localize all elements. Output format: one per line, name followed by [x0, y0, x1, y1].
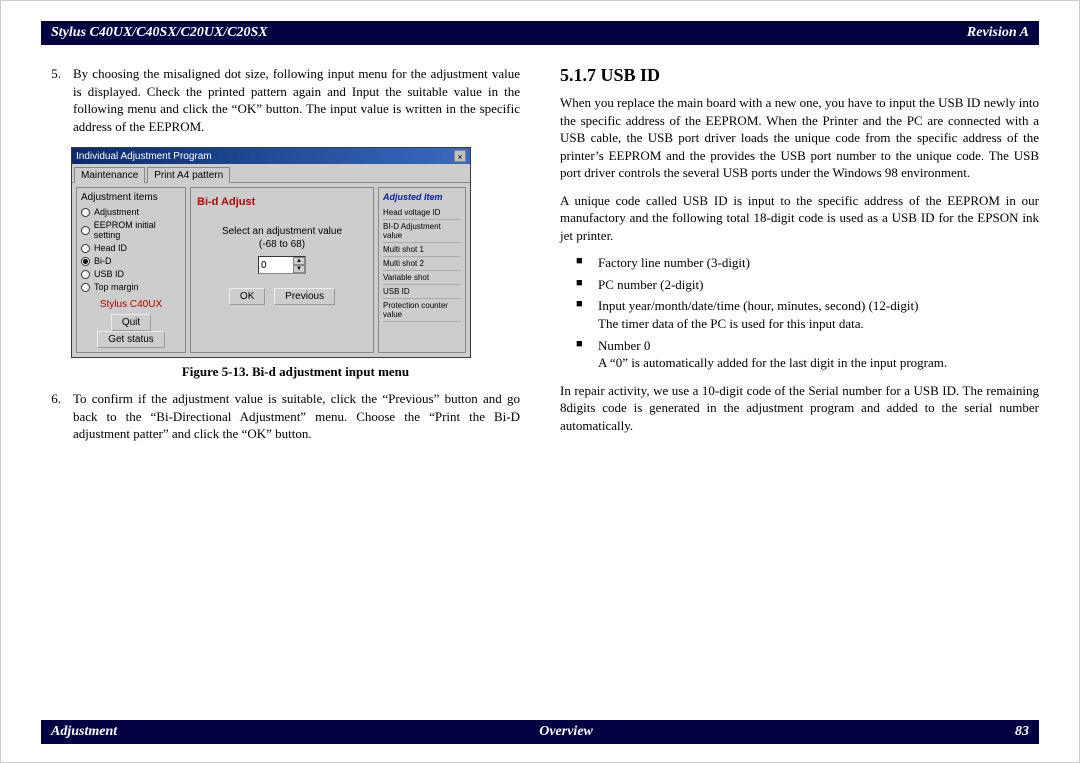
adjustment-items-label: Adjustment items — [81, 192, 181, 203]
window-body: Adjustment items Adjustment EEPROM initia… — [72, 182, 470, 357]
left-column: 5. By choosing the misaligned dot size, … — [41, 65, 526, 720]
adjustment-program-window: Individual Adjustment Program × Maintena… — [71, 147, 471, 358]
radio-icon — [81, 257, 90, 266]
list-number: 5. — [41, 65, 73, 135]
header-right: Revision A — [967, 25, 1029, 41]
radio-label: Top margin — [94, 282, 139, 292]
figure-caption: Figure 5-13. Bi-d adjustment input menu — [71, 364, 520, 380]
tab-print-a4[interactable]: Print A4 pattern — [147, 167, 230, 183]
header-bar: Stylus C40UX/C40SX/C20UX/C20SX Revision … — [41, 21, 1039, 45]
bullet-icon: ■ — [576, 254, 598, 272]
tab-maintenance[interactable]: Maintenance — [74, 167, 145, 183]
figure-5-13: Individual Adjustment Program × Maintena… — [71, 147, 520, 380]
radio-label: USB ID — [94, 269, 124, 279]
adjusted-item-row: Protection counter value — [383, 299, 461, 322]
window-title-text: Individual Adjustment Program — [76, 151, 212, 162]
adjustment-items-panel: Adjustment items Adjustment EEPROM initia… — [76, 187, 186, 353]
tab-strip: Maintenance Print A4 pattern — [72, 164, 470, 182]
radio-icon — [81, 270, 90, 279]
content-area: 5. By choosing the misaligned dot size, … — [41, 45, 1039, 720]
adjusted-item-title: Adjusted Item — [383, 192, 461, 202]
paragraph: When you replace the main board with a n… — [560, 94, 1039, 182]
bullet-item: ■PC number (2-digit) — [576, 276, 1039, 294]
list-number: 6. — [41, 390, 73, 443]
ok-button[interactable]: OK — [229, 288, 265, 305]
model-label: Stylus C40UX — [81, 299, 181, 310]
header-left: Stylus C40UX/C40SX/C20UX/C20SX — [51, 25, 268, 41]
list-item-5: 5. By choosing the misaligned dot size, … — [41, 65, 520, 135]
right-column: 5.1.7 USB ID When you replace the main b… — [554, 65, 1039, 720]
paragraph: A unique code called USB ID is input to … — [560, 192, 1039, 245]
bullet-text: PC number (2-digit) — [598, 276, 1039, 294]
bullet-icon: ■ — [576, 337, 598, 372]
bullet-item: ■Factory line number (3-digit) — [576, 254, 1039, 272]
select-value-label: Select an adjustment value — [197, 226, 367, 237]
footer-left: Adjustment — [51, 724, 117, 740]
radio-icon — [81, 226, 90, 235]
radio-bi-d[interactable]: Bi-D — [81, 256, 181, 266]
adjusted-item-row: Variable shot — [383, 271, 461, 285]
bullet-icon: ■ — [576, 297, 598, 332]
adjusted-item-row: USB ID — [383, 285, 461, 299]
bullet-text: Input year/month/date/time (hour, minute… — [598, 297, 1039, 332]
range-label: (-68 to 68) — [197, 239, 367, 250]
previous-button[interactable]: Previous — [274, 288, 335, 305]
list-item-6: 6. To confirm if the adjustment value is… — [41, 390, 520, 443]
adjustment-value-text: 0 — [259, 260, 293, 271]
close-icon[interactable]: × — [454, 150, 466, 162]
radio-icon — [81, 244, 90, 253]
bullet-item: ■Number 0A “0” is automatically added fo… — [576, 337, 1039, 372]
spinner-icon[interactable]: ▲▼ — [293, 257, 305, 273]
radio-label: EEPROM initial setting — [94, 220, 181, 240]
radio-label: Head ID — [94, 243, 127, 253]
window-titlebar: Individual Adjustment Program × — [72, 148, 470, 164]
get-status-button[interactable]: Get status — [97, 331, 165, 348]
list-text: To confirm if the adjustment value is su… — [73, 390, 520, 443]
radio-label: Adjustment — [94, 207, 139, 217]
paragraph: In repair activity, we use a 10-digit co… — [560, 382, 1039, 435]
adjusted-item-row: Head voltage ID — [383, 206, 461, 220]
radio-adjustment[interactable]: Adjustment — [81, 207, 181, 217]
bullet-item: ■Input year/month/date/time (hour, minut… — [576, 297, 1039, 332]
adjusted-item-row: BI-D Adjustment value — [383, 220, 461, 243]
adjusted-item-row: Multi shot 1 — [383, 243, 461, 257]
bullet-text: Number 0A “0” is automatically added for… — [598, 337, 1039, 372]
radio-top-margin[interactable]: Top margin — [81, 282, 181, 292]
footer-center: Overview — [539, 724, 593, 740]
radio-eeprom-initial-setting[interactable]: EEPROM initial setting — [81, 220, 181, 240]
bullet-list: ■Factory line number (3-digit)■PC number… — [576, 254, 1039, 371]
page: Stylus C40UX/C40SX/C20UX/C20SX Revision … — [0, 0, 1080, 763]
bid-adjust-panel: Bi-d Adjust Select an adjustment value (… — [190, 187, 374, 353]
bullet-icon: ■ — [576, 276, 598, 294]
quit-button[interactable]: Quit — [111, 314, 151, 331]
footer-right: 83 — [1015, 724, 1029, 740]
adjusted-item-panel: Adjusted Item Head voltage IDBI-D Adjust… — [378, 187, 466, 353]
footer-bar: Adjustment Overview 83 — [41, 720, 1039, 744]
radio-head-id[interactable]: Head ID — [81, 243, 181, 253]
adjustment-value-input[interactable]: 0 ▲▼ — [258, 256, 306, 274]
bid-adjust-title: Bi-d Adjust — [197, 196, 367, 208]
section-heading: 5.1.7 USB ID — [560, 65, 1039, 86]
radio-label: Bi-D — [94, 256, 112, 266]
radio-icon — [81, 283, 90, 292]
list-text: By choosing the misaligned dot size, fol… — [73, 65, 520, 135]
bullet-text: Factory line number (3-digit) — [598, 254, 1039, 272]
adjusted-item-row: Multi shot 2 — [383, 257, 461, 271]
radio-usb-id[interactable]: USB ID — [81, 269, 181, 279]
radio-icon — [81, 208, 90, 217]
